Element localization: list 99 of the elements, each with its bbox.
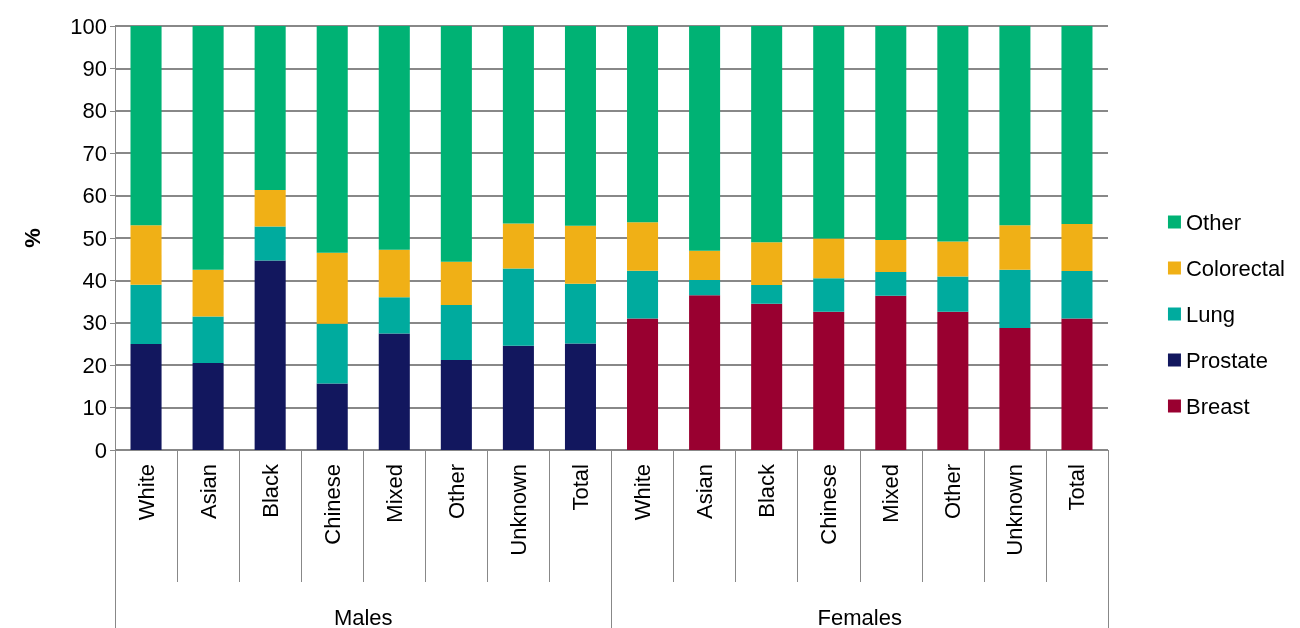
- bar: [1061, 26, 1093, 225]
- bar: [378, 26, 410, 250]
- bar: [751, 242, 783, 286]
- bar: [564, 343, 596, 450]
- bar: [316, 383, 348, 450]
- legend-label: Colorectal: [1185, 255, 1285, 281]
- legend-label: Breast: [1185, 393, 1250, 419]
- x-tick-label: Unknown: [1002, 464, 1028, 556]
- bar: [130, 344, 162, 450]
- x-tick-label: Other: [443, 464, 469, 520]
- bar: [751, 303, 783, 450]
- bar: [440, 261, 472, 305]
- y-tick-label: 10: [82, 395, 107, 421]
- bar: [502, 26, 534, 224]
- x-tick-label: Chinese: [816, 464, 842, 545]
- legend-label: Other: [1185, 209, 1241, 235]
- bar: [502, 223, 534, 269]
- bar: [689, 26, 721, 251]
- bar: [254, 260, 286, 450]
- bar: [875, 26, 907, 241]
- bar: [254, 190, 286, 227]
- y-tick-label: 70: [82, 140, 107, 166]
- y-tick-label: 50: [82, 225, 107, 251]
- bar: [1061, 224, 1093, 272]
- text: Females: [817, 604, 902, 628]
- x-tick-label: Mixed: [878, 464, 904, 523]
- y-axis-title: %: [19, 228, 45, 248]
- bar: [502, 345, 534, 450]
- x-tick-label: Unknown: [505, 464, 531, 556]
- bar: [813, 311, 845, 450]
- bar: [875, 240, 907, 272]
- bar: [937, 276, 969, 312]
- bar: [130, 225, 162, 285]
- bar: [813, 238, 845, 279]
- x-tick-label: Black: [257, 463, 283, 518]
- y-tick-label: 100: [70, 13, 107, 39]
- bar: [751, 26, 783, 243]
- x-tick-label: White: [630, 464, 656, 521]
- bar: [689, 279, 721, 296]
- text: Males: [333, 604, 393, 628]
- bar: [440, 304, 472, 361]
- bar: [564, 283, 596, 344]
- bar: [316, 323, 348, 384]
- bar: [875, 295, 907, 450]
- bar: [316, 26, 348, 253]
- x-tick-label: Black: [754, 463, 780, 518]
- bar: [378, 249, 410, 298]
- y-tick-label: 80: [82, 98, 107, 124]
- bar: [192, 26, 224, 270]
- bar: [254, 226, 286, 261]
- bar: [130, 26, 162, 226]
- bar: [192, 363, 224, 450]
- x-tick-label: Chinese: [319, 464, 345, 545]
- bar: [564, 26, 596, 226]
- x-tick-label: Asian: [692, 464, 718, 520]
- bar: [502, 268, 534, 346]
- bar: [689, 295, 721, 450]
- legend-label: Lung: [1185, 301, 1235, 327]
- x-tick-label: Total: [567, 464, 593, 511]
- bar: [937, 311, 969, 450]
- x-tick-label: Mixed: [381, 464, 407, 523]
- bar: [937, 26, 969, 242]
- bar: [254, 26, 286, 191]
- bar: [1061, 271, 1093, 319]
- x-tick-label: White: [133, 464, 159, 521]
- y-tick-label: 90: [82, 55, 107, 81]
- x-tick-label: Other: [940, 464, 966, 520]
- bar: [627, 270, 659, 319]
- bar: [627, 222, 659, 271]
- bar: [192, 269, 224, 317]
- bar: [378, 333, 410, 450]
- bar: [937, 241, 969, 277]
- bar: [813, 26, 845, 239]
- y-tick-label: 30: [82, 310, 107, 336]
- bar: [192, 316, 224, 364]
- bar: [564, 225, 596, 284]
- y-tick-label: 40: [82, 267, 107, 293]
- bar: [440, 26, 472, 262]
- bar: [689, 250, 721, 280]
- bar: [627, 26, 659, 223]
- bar: [130, 284, 162, 344]
- bar: [999, 269, 1031, 328]
- bar: [875, 271, 907, 296]
- bar: [751, 285, 783, 304]
- y-tick-label: 60: [82, 183, 107, 209]
- legend-label: Prostate: [1185, 347, 1268, 373]
- x-tick-label: Total: [1064, 464, 1090, 511]
- bar: [378, 297, 410, 334]
- bar: [316, 252, 348, 324]
- bar: [813, 278, 845, 312]
- bar: [440, 360, 472, 450]
- bar: [999, 327, 1031, 450]
- bar: [999, 225, 1031, 270]
- y-tick-label: 0: [94, 437, 107, 463]
- y-tick-label: 20: [82, 352, 107, 378]
- bar: [999, 26, 1031, 226]
- bar: [627, 318, 659, 450]
- x-tick-label: Asian: [195, 464, 221, 520]
- bar: [1061, 318, 1093, 450]
